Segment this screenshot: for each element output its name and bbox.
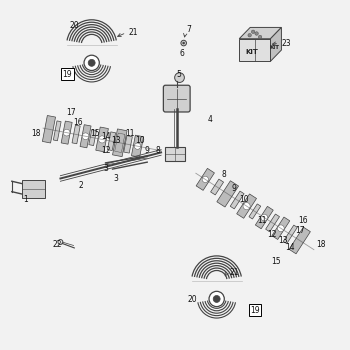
- Text: 10: 10: [240, 195, 249, 204]
- Polygon shape: [266, 214, 280, 232]
- Text: 21: 21: [128, 28, 138, 37]
- Text: 20: 20: [70, 21, 79, 30]
- Polygon shape: [61, 121, 72, 144]
- Circle shape: [209, 291, 224, 307]
- Text: 15: 15: [90, 129, 100, 138]
- Polygon shape: [42, 116, 56, 143]
- Polygon shape: [107, 132, 116, 150]
- Text: 8: 8: [221, 170, 226, 180]
- Circle shape: [213, 295, 220, 302]
- Circle shape: [251, 30, 255, 34]
- Text: 16: 16: [299, 216, 308, 225]
- Text: 16: 16: [73, 118, 83, 127]
- Polygon shape: [96, 127, 108, 152]
- Polygon shape: [249, 204, 261, 219]
- Bar: [22, 180, 45, 197]
- Polygon shape: [124, 136, 132, 153]
- Text: 22: 22: [52, 240, 62, 249]
- Polygon shape: [80, 125, 91, 148]
- Polygon shape: [132, 135, 144, 157]
- Text: 9: 9: [232, 184, 237, 194]
- Text: 14: 14: [101, 132, 110, 141]
- Bar: [166, 147, 184, 161]
- Polygon shape: [289, 227, 310, 254]
- Polygon shape: [211, 179, 224, 195]
- Circle shape: [258, 35, 262, 39]
- Polygon shape: [230, 191, 244, 209]
- Circle shape: [255, 32, 258, 35]
- Text: 7: 7: [187, 25, 191, 34]
- Polygon shape: [272, 217, 290, 239]
- Polygon shape: [239, 39, 271, 61]
- Circle shape: [183, 42, 185, 44]
- Text: 23: 23: [281, 38, 291, 48]
- Text: 14: 14: [285, 243, 294, 252]
- Text: 12: 12: [267, 230, 277, 239]
- Text: 15: 15: [271, 257, 280, 266]
- Text: 3: 3: [113, 174, 118, 183]
- Circle shape: [134, 143, 141, 149]
- Polygon shape: [283, 225, 297, 244]
- Text: 1: 1: [23, 195, 28, 204]
- Circle shape: [99, 136, 106, 143]
- Text: 17: 17: [66, 108, 76, 117]
- Text: 5: 5: [176, 70, 181, 79]
- Polygon shape: [53, 121, 61, 141]
- Text: 18: 18: [32, 129, 41, 138]
- Circle shape: [63, 129, 70, 136]
- Text: 11: 11: [257, 216, 267, 225]
- Circle shape: [243, 203, 250, 210]
- Polygon shape: [237, 194, 257, 218]
- Circle shape: [88, 60, 95, 66]
- Polygon shape: [239, 27, 281, 39]
- Polygon shape: [271, 27, 281, 61]
- Circle shape: [82, 133, 89, 140]
- Text: 13: 13: [278, 237, 287, 245]
- Text: 18: 18: [316, 240, 326, 249]
- Text: 4: 4: [207, 115, 212, 124]
- Text: 3: 3: [103, 163, 108, 173]
- Circle shape: [261, 214, 268, 221]
- Text: 19: 19: [250, 306, 260, 315]
- Text: 20: 20: [188, 295, 197, 304]
- Text: 13: 13: [111, 136, 121, 145]
- Text: 8: 8: [155, 146, 160, 155]
- Polygon shape: [113, 129, 127, 157]
- Polygon shape: [89, 130, 97, 146]
- Polygon shape: [72, 125, 80, 144]
- Text: 17: 17: [295, 226, 305, 235]
- Polygon shape: [196, 168, 215, 190]
- Text: 11: 11: [125, 129, 135, 138]
- Circle shape: [84, 55, 99, 70]
- Text: 21: 21: [229, 268, 239, 277]
- Text: 12: 12: [101, 146, 110, 155]
- FancyBboxPatch shape: [163, 85, 190, 112]
- Circle shape: [202, 176, 208, 182]
- Circle shape: [278, 225, 284, 232]
- Polygon shape: [256, 206, 273, 229]
- Text: 10: 10: [135, 136, 145, 145]
- Text: 19: 19: [63, 70, 72, 79]
- Text: 6: 6: [180, 49, 184, 58]
- Circle shape: [175, 73, 184, 83]
- Circle shape: [181, 40, 187, 46]
- Text: KIT: KIT: [245, 49, 258, 55]
- Polygon shape: [217, 181, 239, 207]
- Circle shape: [248, 34, 251, 37]
- Text: KIT: KIT: [269, 45, 279, 50]
- Text: 2: 2: [79, 181, 84, 190]
- Text: 9: 9: [145, 146, 150, 155]
